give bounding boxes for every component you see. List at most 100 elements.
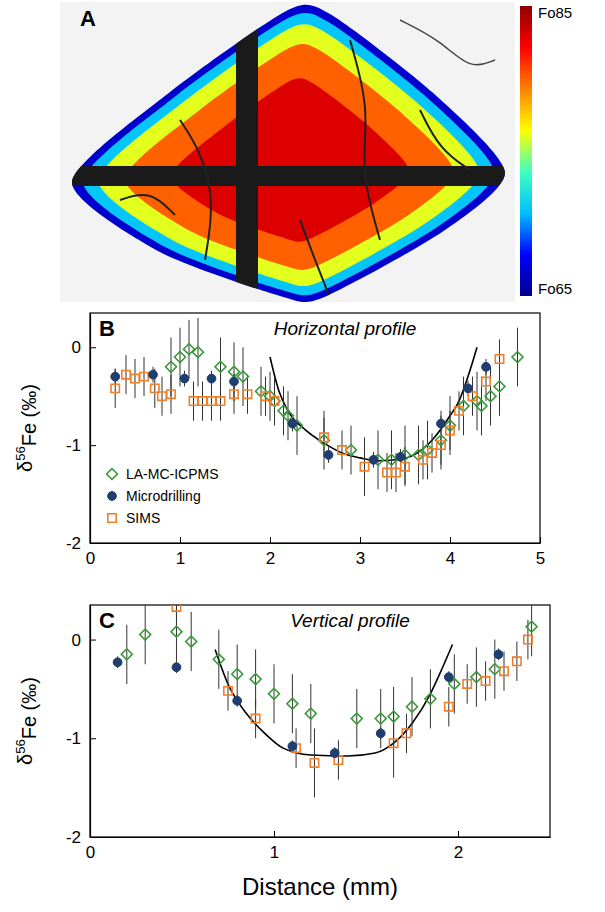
crack [350,40,380,240]
data-point [186,636,197,647]
data-point [386,454,397,465]
track-vertical [236,0,258,302]
tick-mark [360,537,361,543]
data-point [428,449,436,457]
error-bar [504,651,505,690]
tick-mark [90,543,96,544]
error-bar [459,391,460,430]
data-point [320,433,328,441]
data-point [446,426,454,434]
legend-symbol [108,492,117,501]
tick-mark [90,347,96,348]
data-point [193,347,204,358]
error-bar [220,382,221,421]
data-point [175,352,186,363]
data-point [172,663,181,672]
error-bar [472,377,473,416]
tick-label: 1 [176,549,185,568]
data-point [167,390,175,398]
zoning-layer [83,13,494,295]
axis-line [91,543,541,544]
error-bar [342,430,343,469]
data-point [392,468,400,476]
error-bar [274,377,275,426]
tick: 5 [536,537,545,568]
error-bar [531,605,532,656]
error-bar [454,654,455,713]
data-point [388,711,399,722]
y-axis-title: δ56Fe (‰) [13,677,40,765]
error-bar [467,664,468,703]
tick-mark [90,640,96,641]
tick: 0 [72,630,96,649]
tick-label: -2 [66,828,81,847]
tick-label: 0 [86,843,95,862]
data-point [489,664,500,675]
data-point [213,654,224,665]
error-bar [198,318,199,387]
zoning-layer [72,5,505,302]
fit-curve [215,644,452,756]
y-axis: -2-10 [66,314,96,553]
data-point [243,390,251,398]
data-point [238,371,249,382]
data-point [149,370,158,379]
data-point [425,693,436,704]
data-point [455,407,463,415]
tick: -2 [66,828,96,847]
plot-frame [90,313,540,543]
data-point [189,397,197,405]
data-point [360,462,368,470]
data-point [310,759,318,767]
data-point [158,392,166,400]
error-bar [485,661,486,700]
tick-label: 0 [72,630,81,649]
tick-label: 1 [270,843,279,862]
error-bar [176,605,177,627]
data-point [369,455,378,464]
tick-mark [180,537,181,543]
error-bar [237,644,238,703]
data-point [131,374,139,382]
panel-label: C [99,608,115,633]
x-axis-title: Distance (mm) [242,873,398,900]
panel-title: Vertical profile [290,610,410,631]
data-point [444,673,453,682]
tick-mark [450,537,451,543]
error-bar [324,411,325,470]
tick-mark [274,831,275,837]
data-point [269,688,280,699]
tick-mark [90,837,96,838]
data-point [482,377,490,385]
tick: 0 [72,338,96,357]
panel-C: 012-2-10CVertical profileδ56Fe (‰)Distan… [13,587,551,900]
data-point [495,355,503,363]
data-point [526,621,537,632]
data-point [437,419,446,428]
panel-label: A [80,6,96,31]
data-point [389,739,397,747]
error-bar [405,447,406,486]
crack [120,195,175,215]
plot-data [111,318,523,496]
data-point [270,397,278,405]
data-point [207,374,216,383]
error-bar [412,677,413,736]
tick-label: 0 [72,338,81,357]
error-bar [218,630,219,689]
error-bar [193,382,194,421]
data-point [338,446,346,454]
figure: AFo85Fo65012345-2-10BHorizontal profileδ… [0,0,605,912]
panel-label: B [99,316,115,341]
data-point [481,677,489,685]
error-bar [490,367,491,426]
data-point [122,370,130,378]
x-axis: 012345 [86,537,545,568]
data-point [324,451,333,460]
error-bar [430,669,431,728]
plot-frame [90,605,550,837]
tick-label: 5 [536,549,545,568]
data-point [251,714,259,722]
tick-label: 0 [86,549,95,568]
error-bar [380,689,381,748]
